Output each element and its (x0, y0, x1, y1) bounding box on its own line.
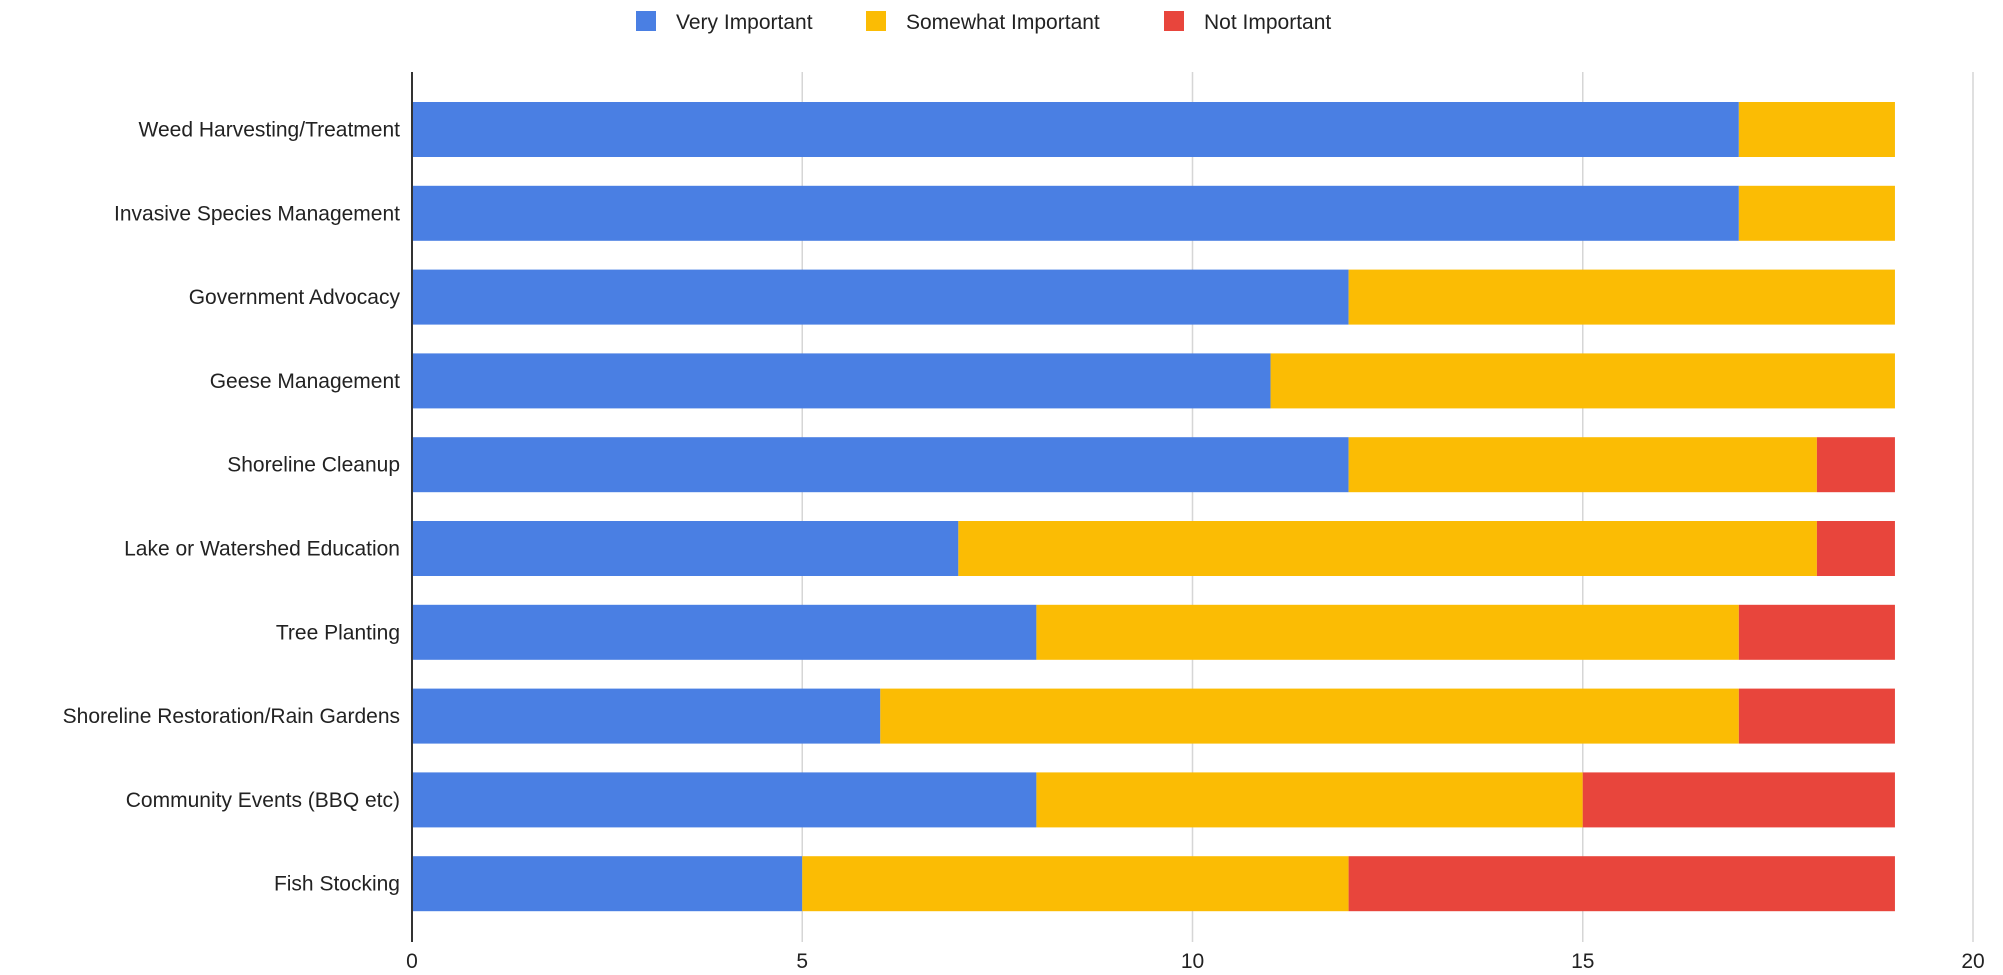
bar-shoreline-restoration-rain-gardens-somewhat-important (880, 688, 1739, 744)
bar-lake-or-watershed-education-very-important (412, 521, 959, 576)
bar-government-advocacy-very-important (412, 269, 1349, 325)
bar-tree-planting-very-important (412, 604, 1037, 660)
bar-community-events-bbq-etc-very-important (412, 772, 1037, 828)
bar-shoreline-restoration-rain-gardens-very-important (412, 688, 881, 744)
bar-shoreline-cleanup-somewhat-important (1348, 437, 1817, 493)
category-label-shoreline-cleanup: Shoreline Cleanup (227, 454, 400, 477)
category-labels: Weed Harvesting/Treatment Invasive Specie… (63, 119, 401, 896)
bar-geese-management-very-important (412, 353, 1271, 409)
category-label-shoreline-restoration-rain-gardens: Shoreline Restoration/Rain Gardens (63, 705, 400, 728)
x-tick-labels: 0 5 10 15 20 (406, 950, 1985, 973)
bar-community-events-bbq-etc-not-important (1582, 772, 1895, 828)
legend-swatch-not-important (1164, 11, 1184, 31)
bar-geese-management-somewhat-important (1270, 353, 1895, 409)
bars (412, 102, 1895, 912)
x-tick-label-0: 0 (406, 950, 418, 973)
bar-shoreline-cleanup-not-important (1816, 437, 1895, 493)
category-label-tree-planting: Tree Planting (276, 621, 400, 644)
bar-lake-or-watershed-education-not-important (1816, 521, 1895, 576)
legend-label-very-important: Very Important (676, 11, 813, 34)
category-label-weed-harvesting-treatment: Weed Harvesting/Treatment (139, 119, 401, 142)
legend-swatch-somewhat-important (866, 11, 886, 31)
bar-fish-stocking-very-important (412, 856, 803, 912)
bar-invasive-species-management-somewhat-important (1738, 185, 1895, 241)
bar-tree-planting-somewhat-important (1036, 604, 1739, 660)
legend-label-not-important: Not Important (1204, 11, 1331, 34)
x-tick-label-10: 10 (1181, 950, 1204, 973)
legend: Very Important Somewhat Important Not Impo… (636, 11, 1331, 34)
bar-weed-harvesting-treatment-somewhat-important (1738, 102, 1895, 157)
category-label-invasive-species-management: Invasive Species Management (114, 202, 400, 225)
bar-shoreline-cleanup-very-important (412, 437, 1349, 493)
bar-weed-harvesting-treatment-very-important (412, 102, 1739, 157)
category-label-lake-or-watershed-education: Lake or Watershed Education (124, 538, 400, 561)
category-label-geese-management: Geese Management (210, 370, 400, 393)
category-label-community-events-bbq-etc: Community Events (BBQ etc) (126, 789, 400, 812)
category-label-government-advocacy: Government Advocacy (189, 286, 401, 309)
bar-invasive-species-management-very-important (412, 185, 1739, 241)
bar-fish-stocking-somewhat-important (802, 856, 1349, 912)
bar-community-events-bbq-etc-somewhat-important (1036, 772, 1583, 828)
legend-label-somewhat-important: Somewhat Important (906, 11, 1100, 34)
x-tick-label-5: 5 (796, 950, 808, 973)
bar-government-advocacy-somewhat-important (1348, 269, 1895, 325)
category-label-fish-stocking: Fish Stocking (274, 873, 400, 896)
bar-lake-or-watershed-education-somewhat-important (958, 521, 1817, 576)
x-tick-label-20: 20 (1961, 950, 1984, 973)
bar-shoreline-restoration-rain-gardens-not-important (1738, 688, 1895, 744)
bar-fish-stocking-not-important (1348, 856, 1895, 912)
legend-swatch-very-important (636, 11, 656, 31)
x-tick-label-15: 15 (1571, 950, 1594, 973)
bar-tree-planting-not-important (1738, 604, 1895, 660)
